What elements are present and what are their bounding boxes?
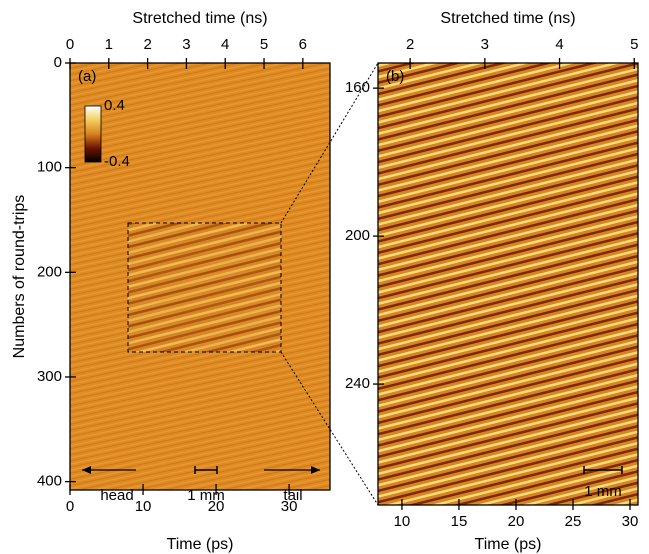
y-tick-label: 200 [37,263,62,280]
panel-label: (a) [78,68,96,85]
x-tick-label: 20 [508,513,525,530]
x2-tick-label: 5 [260,36,268,53]
heatmap-region [128,223,281,352]
scale-bar [583,466,623,474]
x2-tick-label: 3 [481,36,489,53]
x-tick-label: 30 [281,498,298,515]
y-tick-label: 100 [37,159,62,176]
arrow-head [311,466,320,474]
x-axis-title: Time (ps) [475,536,542,553]
x-tick-label: 30 [622,513,639,530]
plot-frame [377,62,639,506]
x2-tick-label: 5 [630,36,638,53]
y-tick-label: 0 [54,54,62,71]
x-tick-label: 10 [394,513,411,530]
x-tick-label: 0 [66,498,74,515]
y-tick-label: 240 [345,375,370,392]
x-tick-label: 25 [565,513,582,530]
x2-axis-title: Stretched time (ns) [132,10,267,27]
x2-tick-label: 1 [105,36,113,53]
x-tick-label: 15 [451,513,468,530]
plot-frame [69,62,331,491]
panel-label: (b) [386,68,404,85]
y-tick-label: 200 [345,227,370,244]
x2-tick-label: 0 [66,36,74,53]
x2-tick-label: 6 [299,36,307,53]
arrow-head [82,466,91,474]
x2-tick-label: 2 [143,36,151,53]
heatmap-image [378,63,638,505]
annotation: head [100,487,133,504]
scale-bar [194,466,218,474]
x-tick-label: 20 [208,498,225,515]
colorbar-tick-label: 0.4 [104,97,125,114]
colorbar [84,105,102,163]
y-tick-label: 160 [345,79,370,96]
x2-tick-label: 2 [406,36,414,53]
x2-tick-label: 4 [221,36,229,53]
y-tick-label: 300 [37,368,62,385]
y-tick-label: 400 [37,473,62,490]
x2-tick-label: 3 [182,36,190,53]
x-tick-label: 10 [135,498,152,515]
zoom-box [127,222,282,353]
annotation: tail [283,487,302,504]
x2-axis-title: Stretched time (ns) [440,10,575,27]
x2-tick-label: 4 [555,36,563,53]
annotation: 1 mm [584,483,622,500]
annotation: 1 mm [187,487,225,504]
x-axis-title: Time (ps) [167,536,234,553]
y-axis-title: Numbers of round-trips [11,195,28,359]
colorbar-tick-label: -0.4 [104,153,130,170]
